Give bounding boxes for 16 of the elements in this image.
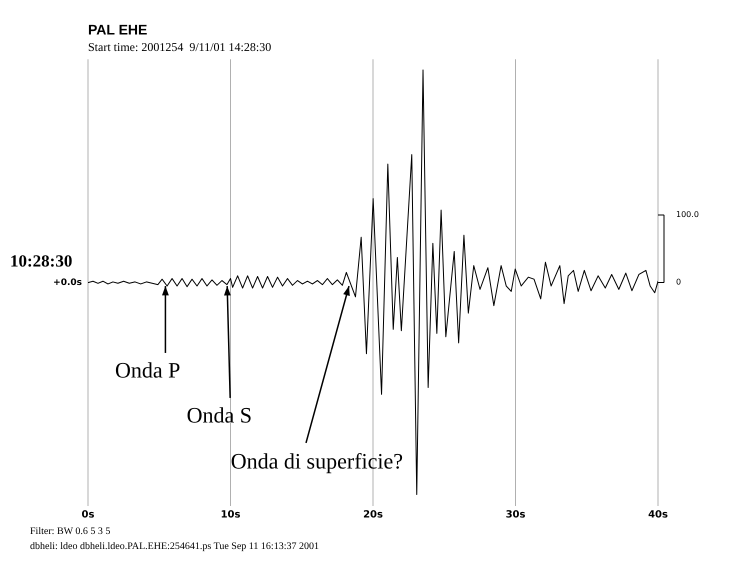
x-tick-label: 40s [648,510,668,521]
chart-title: PAL EHE [88,21,148,38]
y-tick-label: 0 [676,278,682,287]
annotation: +0.0s [53,278,82,288]
x-tick-label: 10s [220,510,240,521]
annotation: Onda P [114,358,180,383]
chart-subtitle: Start time: 2001254 9/11/01 14:28:30 [88,40,272,54]
y-axis-title: 10:28:30 [10,252,72,271]
annotation: Onda di superficie? [230,448,404,474]
y-tick-label: 100.0 [676,210,699,219]
annotation: Onda S [186,402,252,428]
text: dbheli: ldeo dbheli.ldeo.PAL.EHE:254641.ps Tue Sep 11 16:13:37 2001 [30,541,319,552]
x-tick-label: 20s [363,510,383,521]
text: Filter: BW 0.6 5 3 5 [30,526,110,537]
x-tick-label: 30s [506,510,526,521]
x-tick-label: 0s [82,510,94,521]
